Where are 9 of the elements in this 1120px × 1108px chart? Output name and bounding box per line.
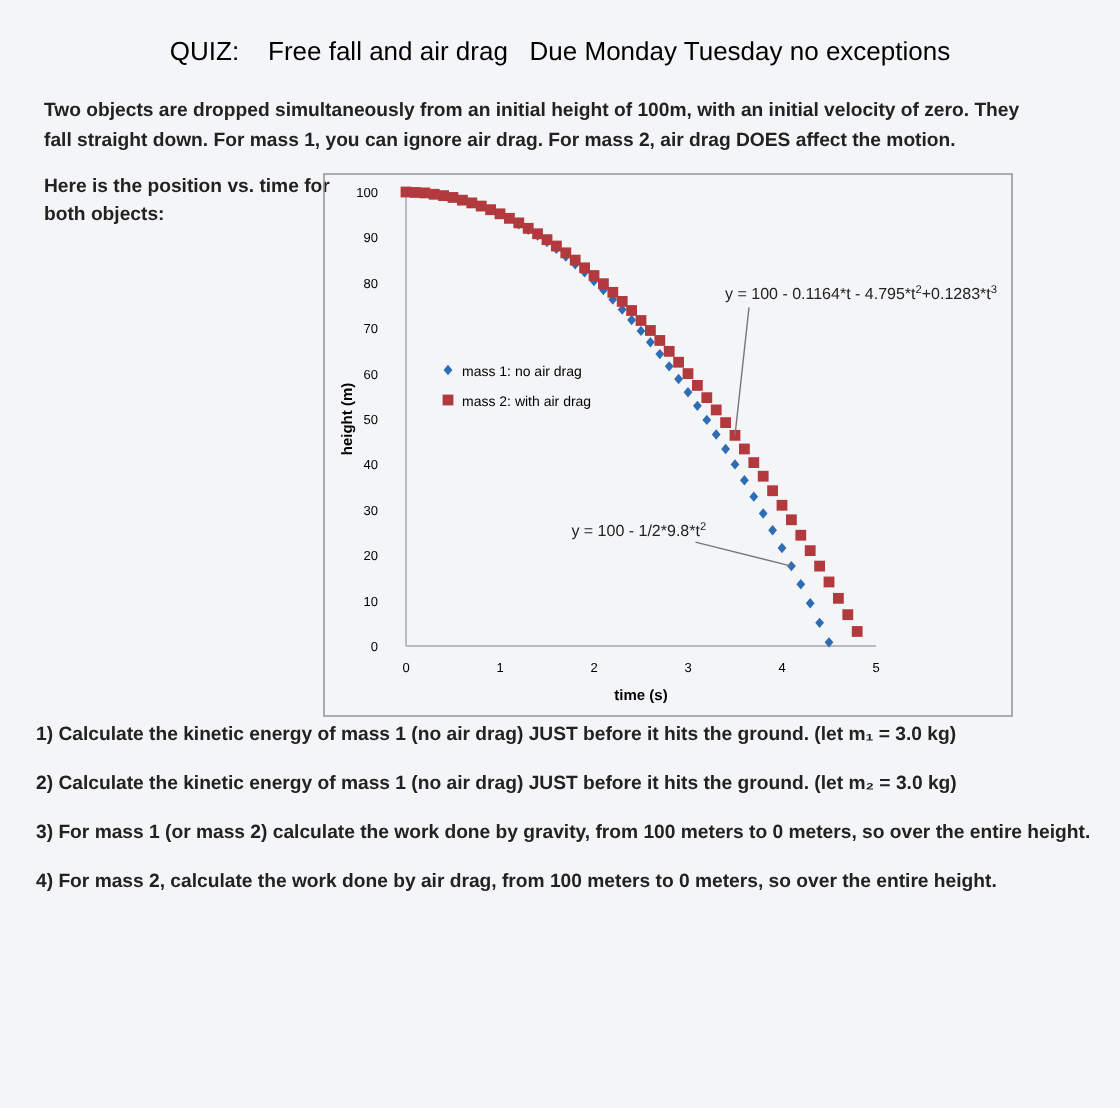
text: Two objects are dropped simultaneously from an initial height of 100m, with an initial velocity of zero. They fall straight down. For mass 1, you can ignore air drag. For mass 2, air drag DOES affect the motion. [44, 100, 1021, 152]
chart-title: QUIZ: Free fall and air drag Due Monday Tuesday no exceptions [169, 36, 952, 66]
text: 2) Calculate the kinetic energy of mass 1 (no air drag) JUST before it hits the ground. (let m₂ = 3.0 kg) [36, 773, 957, 795]
text: 4) For mass 2, calculate the work done by air drag, from 100 meters to 0 meters, so over the entire height. [36, 871, 997, 893]
text: Here is the position vs. time for both objects: [44, 176, 331, 226]
text: 1) Calculate the kinetic energy of mass 1 (no air drag) JUST before it hits the ground. (let m₁ = 3.0 kg) [36, 724, 957, 746]
annotation: y = 100 - 0.1164*t - 4.795*t$^{2}$+0.1283*t$^{3}$ [725, 285, 997, 304]
text: 3) For mass 1 (or mass 2) calculate the work done by gravity, from 100 meters to 0 meters, so over the entire height. [36, 822, 1091, 844]
annotation: y = 100 - 1/2*9.8*t$^{2}$ [571, 522, 707, 541]
